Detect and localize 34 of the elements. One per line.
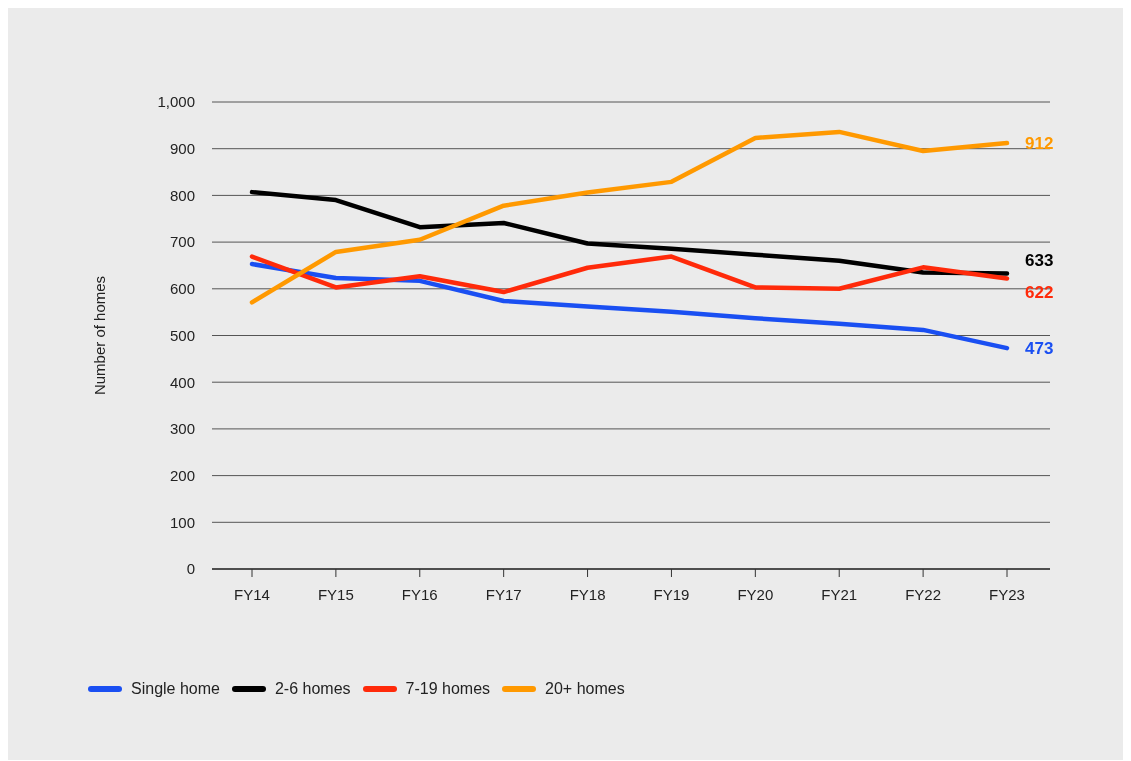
y-tick-label: 800 [169,186,195,204]
x-tick-label: FY15 [317,585,354,603]
legend-label: 2-6 homes [274,680,351,698]
data-label: 912 [1025,134,1054,154]
legend-label: 20+ homes [545,680,625,698]
line-series [249,254,1010,295]
x-tick-label: FY14 [234,585,270,603]
y-tick-label: 100 [169,513,195,531]
y-tick-label: 0 [186,560,195,578]
line-series [249,261,1010,351]
y-tick-label: 400 [169,373,195,391]
y-tick-label: 500 [169,326,195,344]
y-tick-label: 900 [169,140,195,158]
data-label: 622 [1025,282,1054,302]
legend-label: 7-19 homes [405,680,491,698]
x-tick-label: FY17 [485,585,522,603]
y-tick-label: 300 [169,420,195,438]
x-tick-label: FY18 [569,585,606,603]
x-tick-label: FY23 [989,585,1025,603]
x-tick-label: FY21 [821,585,858,603]
y-tick-label: 600 [169,280,195,298]
y-tick-label: 700 [169,233,195,251]
x-tick-label: FY20 [737,585,774,603]
y-tick-label: 1,000 [157,93,195,111]
x-tick-label: FY19 [653,585,690,603]
data-label: 633 [1025,250,1054,270]
data-label: 473 [1025,339,1054,359]
x-tick-label: FY16 [401,585,438,603]
line-series [249,129,1010,305]
y-axis-title: Number of homes [91,275,109,396]
legend-label: Single home [131,680,220,698]
x-tick-label: FY22 [905,585,942,603]
line-series [249,189,1010,276]
y-tick-label: 200 [169,466,195,484]
